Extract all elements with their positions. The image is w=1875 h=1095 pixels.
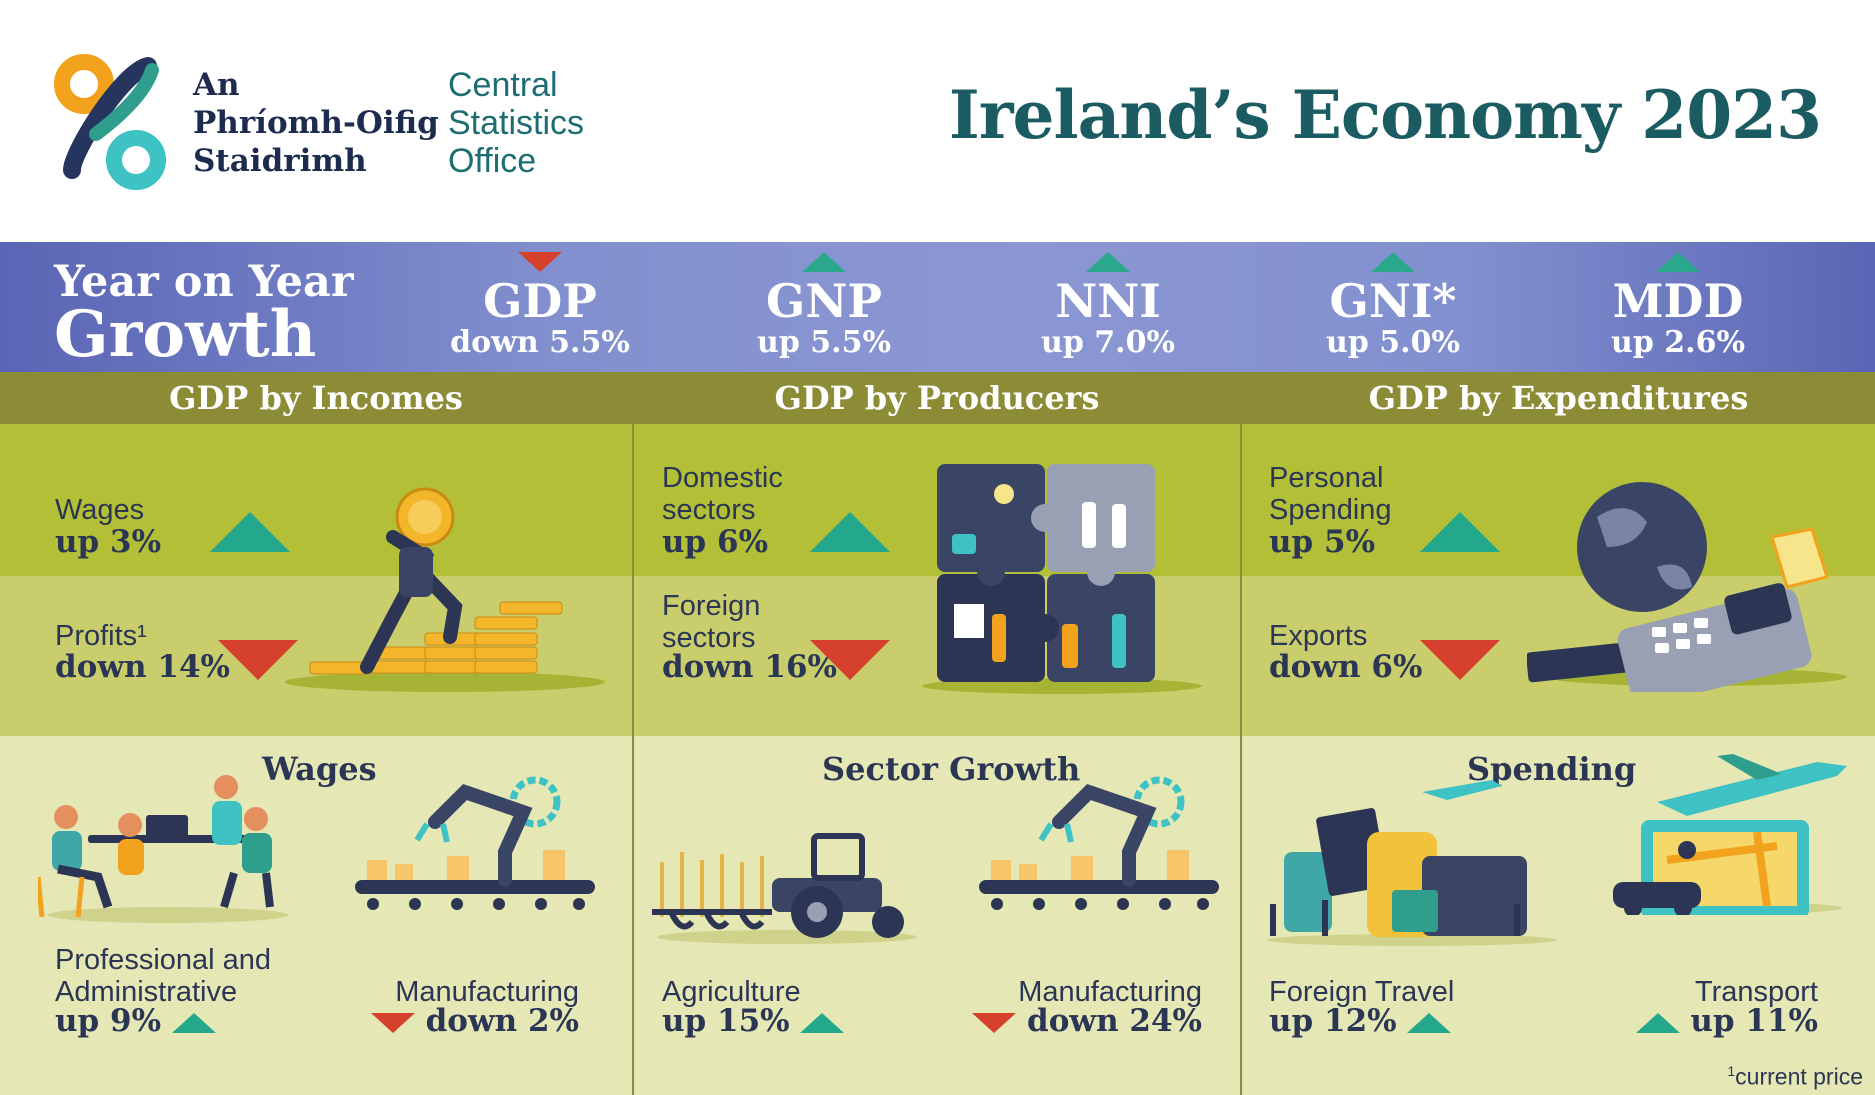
up-arrow-icon (1086, 252, 1130, 272)
up-arrow-icon (1420, 512, 1500, 552)
metric-gdp: GDP down 5.5% (440, 252, 640, 358)
down-arrow-icon (218, 640, 298, 680)
robot-arm-icon (979, 776, 1219, 910)
footnote: 1current price (1727, 1063, 1863, 1090)
down-arrow-icon (1420, 640, 1500, 680)
up-arrow-icon (1656, 252, 1700, 272)
up-arrow-icon (1407, 1012, 1452, 1033)
wages-value: up 3% (55, 524, 162, 560)
growth-band: Year on Year Growth GDP down 5.5% GNP up… (0, 242, 1875, 372)
up-arrow-icon (810, 512, 890, 552)
agriculture-value: up 15% (662, 1004, 845, 1038)
foreign-sectors-value: down 16% (662, 649, 837, 685)
expenditures-column: GDP by Expenditures Personal Spending up… (1242, 372, 1875, 1095)
tractor-icon (652, 833, 917, 944)
incomes-column: GDP by Incomes Wages up 3% Profits¹ down… (0, 372, 632, 1095)
prof-admin-value: up 9% (55, 1004, 216, 1038)
column-title: GDP by Incomes (0, 372, 632, 424)
down-arrow-icon (370, 1012, 415, 1033)
foreign-sectors-label: Foreign sectors (662, 590, 761, 654)
column-divider (1240, 372, 1242, 1095)
plane-map-car-icon (1613, 754, 1847, 915)
prof-admin-label: Professional and Administrative (55, 944, 272, 1008)
detail-band (1242, 736, 1875, 1095)
cso-logo-icon (54, 54, 166, 190)
transport-value: up 11% (1635, 1004, 1818, 1038)
logo-irish-name: An Phríomh-Oifig Staidrimh (193, 67, 439, 179)
puzzle-team-icon (922, 464, 1202, 694)
domestic-sectors-label: Domestic sectors (662, 462, 783, 526)
metric-mdd: MDD up 2.6% (1578, 252, 1778, 358)
header: An Phríomh-Oifig Staidrimh Central Stati… (0, 0, 1875, 242)
exports-label: Exports (1269, 620, 1368, 652)
up-arrow-icon (210, 512, 290, 552)
agriculture-label: Agriculture (662, 976, 801, 1008)
luggage-icon (1267, 780, 1557, 946)
down-arrow-icon (810, 640, 890, 680)
manufacturing-wages-label: Manufacturing (395, 976, 579, 1008)
metric-nni: NNI up 7.0% (1008, 252, 1208, 358)
column-title: GDP by Producers (634, 372, 1240, 424)
manufacturing-sector-label: Manufacturing (1018, 976, 1202, 1008)
personal-spending-value: up 5% (1269, 524, 1376, 560)
metric-gnp: GNP up 5.5% (724, 252, 924, 358)
office-team-icon (38, 775, 288, 923)
profits-value: down 14% (55, 649, 230, 685)
transport-label: Transport (1694, 976, 1818, 1008)
growth-heading: Year on Year Growth (54, 257, 354, 372)
producers-column: GDP by Producers Domestic sectors up 6% … (634, 372, 1240, 1095)
up-arrow-icon (1635, 1012, 1680, 1033)
wages-label: Wages (55, 494, 145, 526)
exports-value: down 6% (1269, 649, 1423, 685)
metric-gni-star: GNI* up 5.0% (1293, 252, 1493, 358)
down-arrow-icon (972, 1012, 1017, 1033)
manufacturing-sector-value: down 24% (972, 1004, 1202, 1038)
section-subtitle: Sector Growth (822, 750, 1081, 788)
up-arrow-icon (800, 1012, 845, 1033)
up-arrow-icon (171, 1012, 216, 1033)
robot-arm-icon (355, 776, 595, 910)
down-arrow-icon (518, 252, 562, 272)
foreign-travel-label: Foreign Travel (1269, 976, 1455, 1008)
page-title: Ireland’s Economy 2023 (948, 76, 1822, 154)
column-title: GDP by Expenditures (1242, 372, 1875, 424)
domestic-sectors-value: up 6% (662, 524, 769, 560)
up-arrow-icon (1371, 252, 1415, 272)
column-divider (632, 372, 634, 1095)
section-subtitle: Spending (1467, 750, 1637, 788)
personal-spending-label: Personal Spending (1269, 462, 1392, 526)
profits-label: Profits¹ (55, 620, 147, 652)
up-arrow-icon (802, 252, 846, 272)
logo-english-name: Central Statistics Office (448, 66, 585, 180)
coin-stack-icon (285, 487, 605, 692)
manufacturing-wages-value: down 2% (370, 1004, 579, 1038)
foreign-travel-value: up 12% (1269, 1004, 1452, 1038)
globe-card-terminal-icon (1527, 482, 1847, 692)
section-subtitle: Wages (262, 750, 377, 788)
